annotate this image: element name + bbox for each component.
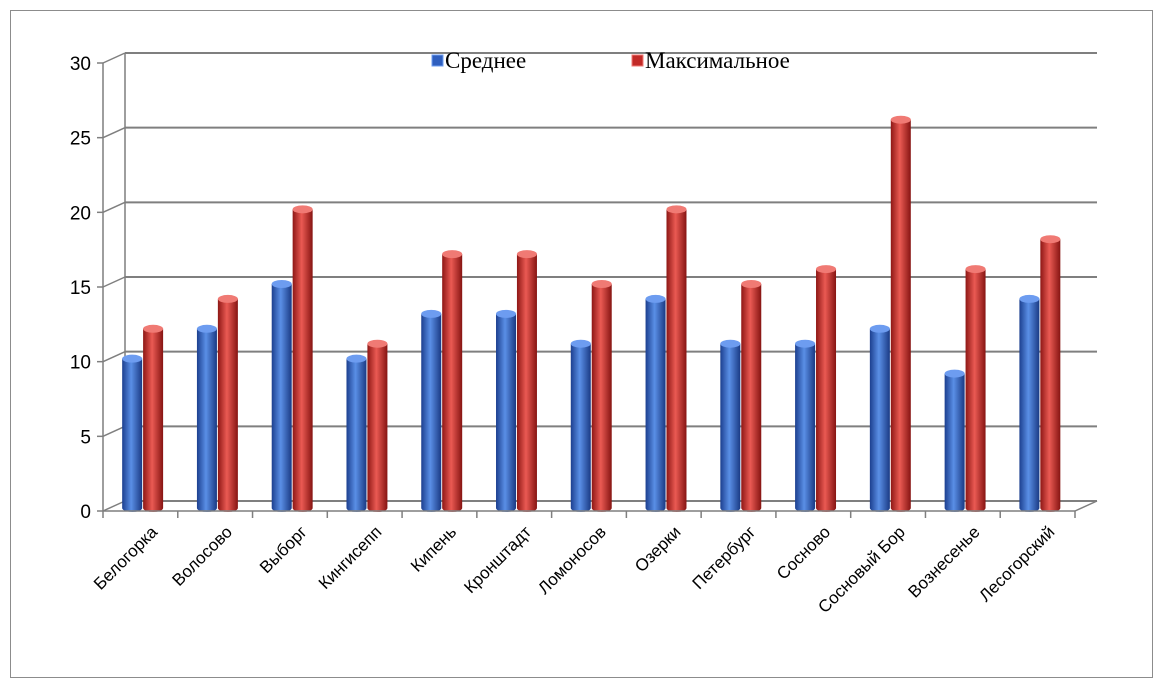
x-tick-label: Выборг — [256, 522, 311, 577]
bar-maximum — [816, 265, 837, 512]
legend-swatch — [431, 54, 444, 67]
bar-maximum — [292, 205, 313, 513]
bar-average — [944, 369, 965, 512]
bar-average — [570, 339, 591, 512]
floor-edge — [1074, 500, 1098, 512]
bar-average — [795, 339, 816, 512]
y-tick-label: 20 — [70, 203, 91, 224]
bar-average — [645, 294, 666, 512]
y-tick-label: 30 — [70, 54, 91, 75]
gridline-depth — [102, 500, 126, 512]
gridline-depth — [102, 201, 126, 214]
legend-item: Максимальное — [631, 48, 790, 73]
bar-maximum — [1040, 235, 1061, 512]
bar-average — [346, 354, 367, 512]
x-tick-label: Лесогорский — [975, 522, 1058, 605]
bar-average — [869, 324, 890, 512]
y-tick-label: 0 — [80, 502, 91, 523]
bar-average — [196, 324, 217, 512]
gridline-depth — [102, 276, 126, 288]
legend-item: Среднее — [431, 48, 526, 73]
bar-maximum — [143, 324, 164, 512]
bar-maximum — [367, 339, 388, 512]
bar-maximum — [217, 294, 238, 512]
x-tick-label: Ломоносов — [534, 522, 610, 598]
bar-maximum — [516, 250, 537, 512]
x-tick-label: Кронштадт — [460, 522, 535, 597]
bar-maximum — [890, 115, 911, 512]
bar-average — [122, 354, 143, 512]
y-tick-label: 25 — [70, 129, 91, 150]
bar-maximum — [591, 280, 612, 512]
x-tick-label: Волосово — [168, 522, 235, 589]
x-tick-label: Кингисепп — [315, 522, 386, 593]
x-tick-label: Сосново — [773, 522, 834, 583]
bar-maximum — [965, 265, 986, 512]
gridline-depth — [102, 126, 126, 139]
y-tick-label: 5 — [80, 427, 91, 448]
x-tick-label: Озерки — [631, 522, 685, 576]
x-tick-label: Белогорка — [90, 522, 162, 594]
y-tick-label: 10 — [70, 353, 91, 374]
bar-average — [496, 309, 517, 512]
gridline-depth — [102, 52, 126, 64]
gridline-depth — [102, 425, 126, 438]
y-tick-label: 15 — [70, 278, 91, 299]
gridline-depth — [102, 350, 126, 363]
bar-average — [421, 309, 442, 512]
bar-maximum — [741, 280, 762, 512]
legend-swatch — [631, 54, 644, 67]
bar-maximum — [442, 250, 463, 512]
bar-average — [271, 280, 292, 512]
x-tick-label: Кипень — [407, 522, 460, 575]
x-tick-label: Вознесенье — [905, 522, 984, 601]
bar-average — [1019, 294, 1040, 512]
legend-label: Среднее — [445, 48, 526, 73]
x-tick-label: Петербург — [689, 522, 760, 593]
bar-average — [720, 339, 741, 512]
bar-maximum — [666, 205, 687, 513]
legend-label: Максимальное — [645, 48, 790, 73]
